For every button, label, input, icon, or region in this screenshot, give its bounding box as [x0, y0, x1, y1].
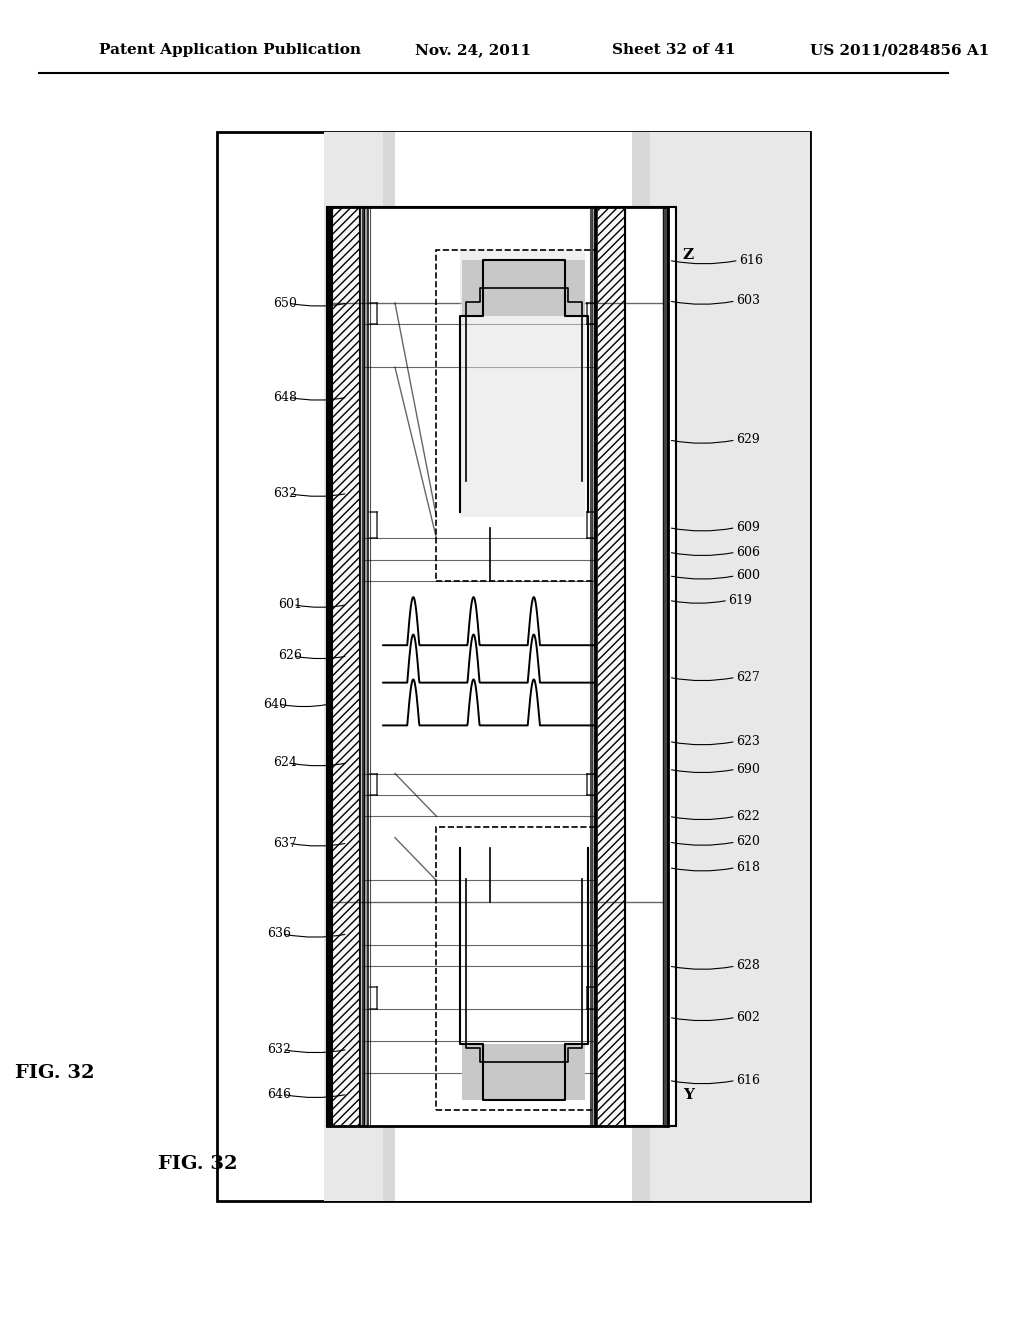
Text: 603: 603 [735, 294, 760, 308]
Text: 646: 646 [267, 1088, 292, 1101]
Bar [217, 132, 810, 1201]
Text: Sheet 32 of 41: Sheet 32 of 41 [612, 44, 735, 57]
Text: Z: Z [683, 248, 694, 261]
Bar [327, 207, 668, 1126]
Text: 632: 632 [273, 487, 297, 500]
Bar [324, 132, 810, 1201]
Bar [663, 207, 667, 1126]
Bar [663, 207, 667, 1126]
Text: 627: 627 [735, 671, 760, 684]
Text: 616: 616 [738, 253, 763, 267]
Text: FIG. 32: FIG. 32 [14, 1064, 94, 1082]
Bar [335, 207, 362, 1126]
Text: 618: 618 [735, 861, 760, 874]
Text: 620: 620 [735, 836, 760, 849]
Bar [327, 207, 677, 1126]
Text: 628: 628 [735, 960, 760, 973]
Text: 636: 636 [267, 928, 292, 940]
Bar [463, 260, 586, 315]
Text: 629: 629 [735, 433, 760, 446]
Bar [594, 207, 596, 1126]
Bar [383, 132, 650, 1201]
Bar [362, 207, 369, 1126]
Text: 637: 637 [273, 837, 297, 850]
Bar [327, 207, 332, 1126]
Text: 690: 690 [735, 763, 760, 776]
Bar [360, 207, 364, 1126]
Text: FIG. 32: FIG. 32 [158, 1155, 238, 1173]
Bar [369, 207, 592, 1126]
Bar [436, 826, 595, 1110]
Text: 602: 602 [735, 1011, 760, 1024]
Text: 616: 616 [735, 1074, 760, 1086]
Bar [596, 207, 625, 1126]
Text: 626: 626 [279, 649, 302, 663]
Bar [332, 207, 360, 1126]
Text: 619: 619 [728, 594, 752, 607]
Bar [463, 1044, 586, 1100]
Text: 650: 650 [273, 297, 297, 310]
Bar [369, 207, 594, 1126]
Bar [596, 207, 625, 1126]
Text: 624: 624 [273, 756, 297, 770]
Bar [592, 207, 597, 1126]
Text: 600: 600 [735, 569, 760, 582]
Text: US 2011/0284856 A1: US 2011/0284856 A1 [810, 44, 989, 57]
Text: 609: 609 [735, 521, 760, 535]
Text: Nov. 24, 2011: Nov. 24, 2011 [415, 44, 530, 57]
Text: 606: 606 [735, 545, 760, 558]
Text: 601: 601 [279, 598, 302, 611]
Bar [383, 207, 594, 1126]
Bar [436, 249, 595, 581]
Text: 648: 648 [273, 391, 298, 404]
Bar [460, 249, 585, 517]
Text: Patent Application Publication: Patent Application Publication [98, 44, 360, 57]
Text: 632: 632 [267, 1043, 292, 1056]
Text: Y: Y [683, 1089, 694, 1102]
Bar [395, 132, 632, 1201]
Text: 640: 640 [263, 697, 288, 710]
Text: 623: 623 [735, 735, 760, 748]
Bar [664, 207, 668, 1126]
Text: 622: 622 [735, 809, 760, 822]
